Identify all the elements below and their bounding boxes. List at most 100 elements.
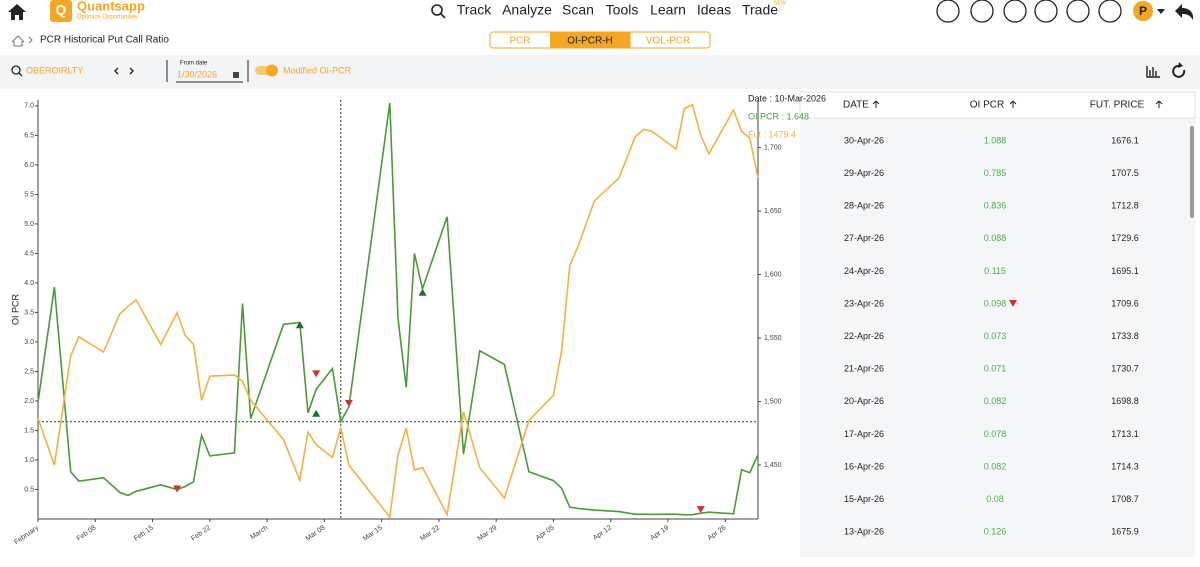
y-tick-label: 4.0	[24, 280, 34, 287]
new-badge: NEW	[774, 0, 787, 6]
table-cell: 13-Apr-26	[844, 527, 884, 537]
table-cell: 1.088	[984, 135, 1007, 145]
y2-tick-label: 1,600	[764, 271, 782, 278]
table-cell: 1709.6	[1111, 298, 1139, 308]
tab[interactable]: OI-PCR-H	[567, 36, 613, 47]
nav-item[interactable]: Trade	[742, 2, 778, 18]
nav-item[interactable]: Analyze	[502, 2, 552, 18]
nav-item[interactable]: Track	[457, 2, 492, 18]
toolbar-icon[interactable]	[1098, 0, 1122, 23]
table-panel	[800, 92, 1195, 557]
signal-marker	[418, 288, 427, 296]
toggle-knob[interactable]	[266, 64, 278, 77]
search-icon[interactable]	[431, 4, 443, 16]
series-line	[37, 102, 759, 516]
sort-arrow[interactable]	[1155, 100, 1163, 108]
sort-arrow[interactable]	[872, 100, 880, 108]
y-tick-label: 6.0	[24, 162, 34, 169]
table-cell: 21-Apr-26	[844, 364, 884, 374]
table-cell: 0.071	[984, 364, 1007, 374]
symbol[interactable]: OBEROIRLTY	[26, 65, 83, 75]
table-cell: 24-Apr-26	[844, 266, 884, 276]
scrollbar[interactable]	[1190, 126, 1194, 218]
dropdown-caret[interactable]	[1157, 9, 1165, 14]
y-tick-label: 3.0	[24, 339, 34, 346]
toolbar-icon[interactable]	[1066, 0, 1090, 23]
refresh-icon	[1178, 62, 1183, 68]
table-header-cell[interactable]: DATE	[843, 100, 869, 111]
table-cell: 0.082	[984, 461, 1007, 471]
table-cell: 0.115	[984, 266, 1006, 276]
y-tick-label: 1.5	[24, 427, 34, 434]
signal-marker	[173, 485, 182, 493]
nav-item[interactable]: Tools	[606, 2, 639, 18]
toolbar-icon[interactable]	[1034, 0, 1058, 23]
table-cell: 16-Apr-26	[844, 461, 884, 471]
row-flag	[1009, 300, 1017, 307]
logo[interactable]	[50, 0, 72, 22]
tab[interactable]: PCR	[509, 36, 530, 47]
y-axis-label: OI PCR	[10, 294, 20, 326]
tooltip-pcr: OI PCR : 1.648	[748, 111, 809, 121]
search-icon	[11, 65, 21, 75]
y-tick-label: 3.5	[24, 309, 34, 316]
table-cell: 28-Apr-26	[844, 201, 884, 211]
table-cell: 27-Apr-26	[844, 233, 884, 243]
crumb-separator	[28, 36, 33, 44]
toolbar-icon[interactable]	[970, 0, 994, 23]
nav-item[interactable]: Learn	[650, 2, 686, 18]
symbol-arrows[interactable]	[114, 67, 134, 75]
toolbar-icon[interactable]	[1003, 0, 1027, 23]
toggle-label: Modified OI-PCR	[283, 65, 352, 75]
table-cell: 0.088	[984, 233, 1007, 243]
table-cell: 29-Apr-26	[844, 168, 884, 178]
back-icon[interactable]	[1175, 4, 1194, 20]
table-cell: 1729.6	[1111, 233, 1139, 243]
y-tick-label: 4.5	[24, 250, 34, 257]
table-cell: 0.08	[986, 494, 1004, 504]
table-cell: 0.785	[984, 168, 1007, 178]
nav-item[interactable]: Scan	[562, 2, 594, 18]
table-cell: 1675.9	[1111, 527, 1139, 537]
tooltip-fut: Fut : 1479.4	[748, 129, 796, 139]
avatar-letter: P	[1139, 4, 1147, 18]
table-cell: 1676.1	[1111, 135, 1139, 145]
table-cell: 1707.5	[1111, 168, 1139, 178]
calendar-icon[interactable]	[233, 72, 239, 78]
table-cell: 20-Apr-26	[844, 396, 884, 406]
table-header-cell[interactable]: OI PCR	[970, 100, 1004, 111]
table-cell: 1730.7	[1111, 364, 1139, 374]
y-tick-label: 1.0	[24, 457, 34, 464]
home-crumb[interactable]	[11, 35, 25, 47]
logo-mark: Q	[56, 2, 67, 18]
date-input[interactable]: 1/30/2026	[177, 69, 217, 79]
signal-marker	[696, 506, 705, 514]
table-cell: 0.098	[984, 298, 1007, 308]
y-tick-label: 5.0	[24, 221, 34, 228]
chart-icon[interactable]	[1146, 66, 1160, 78]
toolbar-icon[interactable]	[936, 0, 960, 23]
table-cell: 1712.8	[1111, 201, 1139, 211]
sort-arrow[interactable]	[1009, 100, 1017, 108]
refresh-icon[interactable]	[1172, 64, 1186, 78]
tooltip-date: Date : 10-Mar-2026	[748, 93, 826, 103]
home-icon[interactable]	[8, 4, 26, 20]
y2-tick-label: 1,550	[764, 335, 782, 342]
y-tick-label: 6.5	[24, 132, 34, 139]
table-header-cell[interactable]: FUT. PRICE	[1090, 100, 1145, 111]
table-cell: 0.082	[984, 396, 1007, 406]
brand: Quantsapp	[77, 0, 145, 13]
y-tick-label: 5.5	[24, 191, 34, 198]
table-cell: 0.073	[984, 331, 1007, 341]
y2-tick-label: 1,500	[764, 398, 782, 405]
y2-tick-label: 1,650	[764, 208, 782, 215]
nav-item[interactable]: Ideas	[697, 2, 731, 18]
table-cell: 30-Apr-26	[844, 135, 884, 145]
date-label: From date	[180, 61, 208, 67]
search-icon	[440, 13, 446, 19]
table-cell: 1733.8	[1111, 331, 1139, 341]
series-line	[37, 103, 759, 520]
tab[interactable]: VOL-PCR	[646, 36, 690, 47]
avatar[interactable]	[1133, 1, 1153, 21]
